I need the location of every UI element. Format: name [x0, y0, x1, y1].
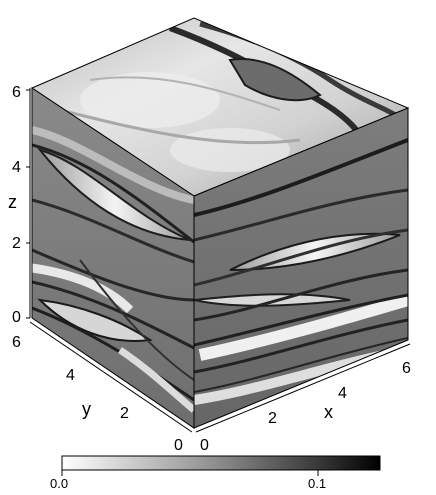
y-axis-label: y [82, 399, 91, 419]
z-axis-label: z [8, 192, 17, 212]
z-tick-0: 0 [12, 309, 21, 326]
x-axis-label: x [324, 402, 333, 422]
z-axis: 6 4 2 0 z [8, 84, 31, 326]
colorbar-min-label: 0.0 [50, 476, 68, 491]
colorbar-gradient [61, 455, 381, 471]
y-tick-6: 6 [12, 334, 21, 351]
z-tick-6: 6 [12, 84, 21, 101]
y-tick-4: 4 [66, 367, 75, 384]
x-axis: 0 2 4 6 x [195, 343, 411, 454]
x-tick-0: 0 [200, 437, 209, 454]
left-face [31, 87, 195, 429]
y-axis: 6 4 2 0 y [12, 321, 193, 454]
x-tick-4: 4 [338, 385, 347, 402]
z-tick-2: 2 [12, 235, 21, 252]
colorbar-max-label: 0.1 [308, 476, 326, 491]
x-tick-6: 6 [402, 360, 411, 377]
y-tick-2: 2 [120, 405, 129, 422]
y-tick-0: 0 [174, 437, 183, 454]
x-tick-2: 2 [268, 410, 277, 427]
right-face [193, 107, 409, 429]
z-tick-4: 4 [12, 159, 21, 176]
colorbar: 0.0 0.1 [50, 455, 381, 491]
